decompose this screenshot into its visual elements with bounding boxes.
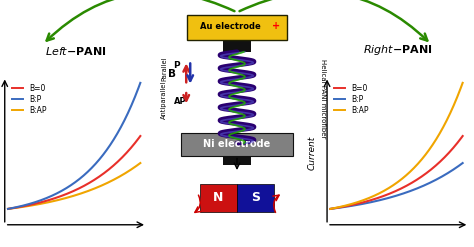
Text: Au electrode: Au electrode	[200, 22, 260, 31]
Text: S: S	[251, 191, 260, 204]
Text: Ni electrode: Ni electrode	[203, 139, 271, 149]
Text: $\mathbf{\it{Right}}$$\mathbf{-PANI}$: $\mathbf{\it{Right}}$$\mathbf{-PANI}$	[363, 43, 433, 57]
Bar	[200, 184, 237, 212]
Text: AP: AP	[174, 97, 187, 106]
Text: Antiparallel: Antiparallel	[161, 81, 167, 119]
FancyBboxPatch shape	[181, 133, 293, 156]
Legend: B=0, B:P, B:AP: B=0, B:P, B:AP	[11, 83, 47, 116]
Text: Current: Current	[307, 136, 316, 170]
Bar	[223, 40, 251, 52]
Text: B: B	[168, 69, 176, 79]
Text: P: P	[173, 61, 180, 70]
Text: $\mathbf{\it{Left}}$$\mathbf{-PANI}$: $\mathbf{\it{Left}}$$\mathbf{-PANI}$	[45, 45, 107, 57]
Text: Helical PANI microfiber: Helical PANI microfiber	[319, 59, 326, 139]
Text: +: +	[272, 21, 280, 31]
Text: N: N	[213, 191, 224, 204]
Bar	[223, 156, 251, 165]
Bar	[237, 184, 274, 212]
Text: Parallel: Parallel	[161, 57, 167, 82]
FancyBboxPatch shape	[187, 15, 287, 40]
Legend: B=0, B:P, B:AP: B=0, B:P, B:AP	[334, 83, 370, 116]
